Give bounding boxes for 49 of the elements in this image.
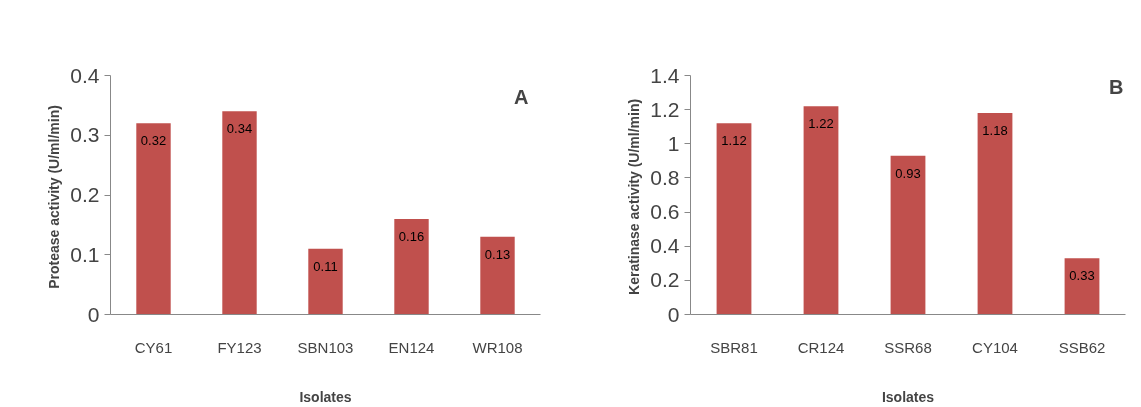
bar [977,113,1013,315]
y-tick-label: 0.2 [70,183,100,206]
bar [222,111,257,315]
y-tick-label: 0.8 [650,165,680,189]
y-tick-label: 0 [87,302,100,326]
y-tick-label: 1.4 [650,63,680,87]
y-axis-title: Protease activity (U/ml/min) [46,105,63,289]
data-label: 0.33 [1069,268,1095,284]
x-axis-title: Isolates [299,388,352,405]
y-tick-label: 0.4 [650,234,680,258]
x-tick-label: CR124 [797,338,845,356]
x-tick-label: CY61 [134,338,173,356]
data-label: 0.34 [226,121,253,137]
x-tick-label: SSR68 [884,338,932,356]
x-tick-label: SSB62 [1058,338,1106,356]
data-label: 0.32 [140,133,167,149]
bar [394,218,429,315]
y-tick-label: 0.1 [70,242,100,266]
data-label: 0.16 [398,228,425,244]
x-tick-label: SBR81 [710,338,758,356]
x-tick-label: SBN103 [297,338,354,356]
y-axis-title: Keratinase activity (U/ml/min) [626,98,643,295]
bar [1064,258,1100,315]
annotation: B [1109,75,1124,98]
x-tick-label: CY104 [972,338,1018,356]
data-label: 1.18 [982,123,1008,139]
data-label: 1.12 [721,133,747,149]
y-tick-label: 0.2 [650,268,680,292]
data-label: 0.13 [484,246,511,262]
x-tick-label: EN124 [388,338,435,356]
y-tick-label: 0.6 [650,200,680,224]
data-label: 1.22 [808,116,834,132]
y-tick-label: 0.3 [70,123,100,147]
x-tick-label: FY123 [217,338,262,356]
data-label: 0.93 [895,165,921,181]
bar [136,123,171,315]
data-label: 0.11 [313,258,338,274]
bar [480,236,515,315]
x-axis-title: Isolates [881,388,935,405]
bar [716,123,752,315]
y-tick-label: 0 [667,302,680,326]
bar [890,155,926,315]
bar [308,248,343,315]
annotation: A [514,85,529,108]
x-tick-label: WR108 [472,338,523,356]
y-tick-label: 1 [667,131,680,155]
y-tick-label: 1.2 [650,97,680,121]
y-tick-label: 0.4 [70,63,100,87]
bar [803,106,839,315]
